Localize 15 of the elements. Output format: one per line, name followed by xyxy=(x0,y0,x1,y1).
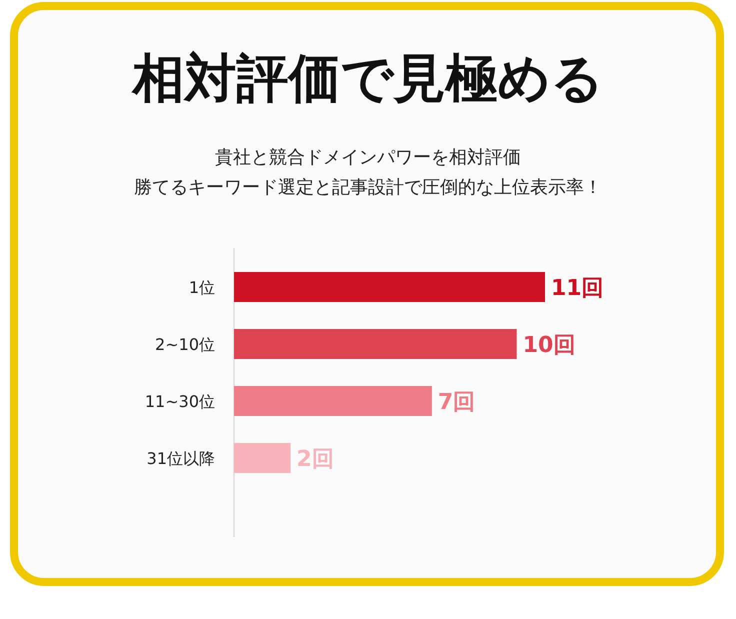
data-label: 10回 xyxy=(522,333,576,358)
y-tick-label: 2~10位 xyxy=(155,335,215,354)
text: 勝てるキーワード選定と記事設計で圧倒的な上位表示率！ xyxy=(134,177,602,198)
data-label: 11回 xyxy=(551,276,604,301)
y-tick-label: 11~30位 xyxy=(144,392,215,411)
y-tick-label: 1位 xyxy=(188,278,215,297)
data-label: 2回 xyxy=(296,447,334,472)
bar xyxy=(234,443,291,473)
y-tick-label: 31位以降 xyxy=(146,449,215,468)
bar xyxy=(234,329,517,359)
bar xyxy=(234,386,432,416)
chart-title: 相対評価で見極める xyxy=(130,48,604,109)
data-label: 7回 xyxy=(438,390,476,415)
bar xyxy=(234,272,545,302)
text: 貴社と競合ドメインパワーを相対評価 xyxy=(215,147,521,168)
